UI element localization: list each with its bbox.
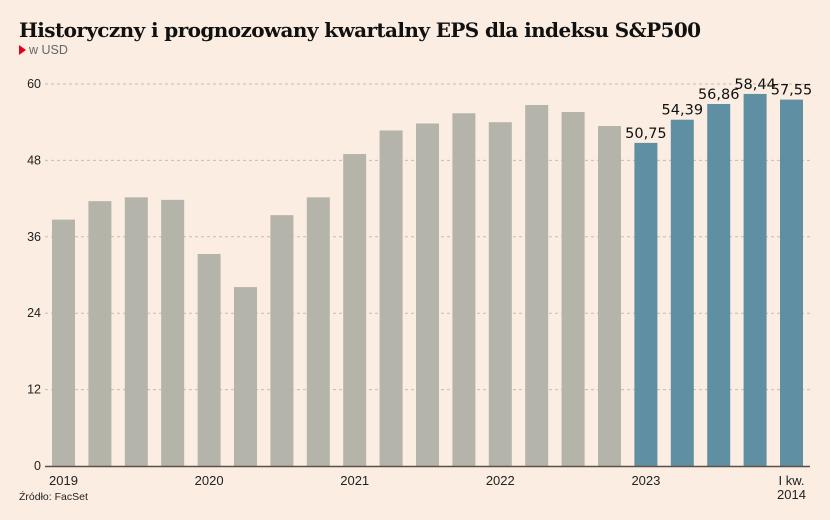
unit-label: w USD <box>29 43 68 57</box>
historical-bar <box>197 253 221 466</box>
historical-bar <box>52 219 75 466</box>
x-tick-label: 2021 <box>340 473 369 488</box>
historical-bar <box>161 199 185 466</box>
source-note: Źródło: FacSet <box>19 491 88 503</box>
chart-subtitle: w USD <box>19 43 68 57</box>
forecast-bar <box>780 99 803 467</box>
historical-bar <box>598 126 621 467</box>
triangle-marker-icon <box>19 45 26 55</box>
x-tick-label: 2020 <box>195 473 224 488</box>
data-label: 54,39 <box>662 103 704 119</box>
data-label: 58,44 <box>734 77 776 93</box>
y-tick-label: 12 <box>27 383 41 397</box>
historical-bar <box>561 112 585 466</box>
forecast-bar <box>707 103 731 466</box>
historical-bar <box>234 287 257 466</box>
historical-bar <box>343 154 367 467</box>
x-tick-label: 2022 <box>486 473 515 488</box>
historical-bar <box>525 105 549 466</box>
historical-bar <box>124 197 148 466</box>
x-tick-label: 2023 <box>631 473 660 488</box>
historical-bar <box>416 123 439 467</box>
y-tick-label: 48 <box>27 153 41 167</box>
x-tick-label: 2019 <box>49 473 78 488</box>
historical-bar <box>270 215 294 466</box>
historical-bar <box>88 201 112 466</box>
x-tick-label: I kw. <box>778 473 804 488</box>
y-tick-label: 60 <box>27 77 41 91</box>
x-tick-label: 2014 <box>777 487 806 502</box>
historical-bar <box>452 113 476 466</box>
historical-bar <box>488 122 512 466</box>
forecast-bar <box>634 142 658 466</box>
data-label: 56,86 <box>698 87 740 103</box>
y-tick-label: 0 <box>34 459 41 473</box>
historical-bar <box>379 130 403 466</box>
data-label: 50,75 <box>625 126 667 142</box>
y-tick-label: 36 <box>27 230 41 244</box>
data-label: 57,55 <box>771 83 813 99</box>
forecast-bar <box>743 93 767 466</box>
y-tick-label: 24 <box>27 306 41 320</box>
chart-title: Historyczny i prognozowany kwartalny EPS… <box>19 18 701 42</box>
historical-bar <box>306 197 330 466</box>
forecast-bar <box>670 119 694 466</box>
